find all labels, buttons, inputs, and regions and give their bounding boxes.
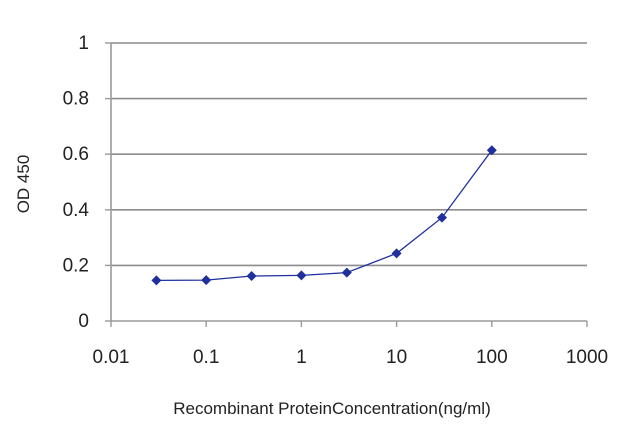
x-tick-label-2: 1	[296, 347, 307, 368]
y-tick-label-3: 0.6	[63, 144, 89, 165]
y-tick-label-5: 1	[78, 33, 89, 54]
gridlines	[111, 42, 587, 267]
series-layer	[151, 145, 497, 286]
data-point-7	[486, 145, 497, 156]
y-tick-label-4: 0.8	[63, 89, 89, 110]
y-tick-label-1: 0.2	[63, 255, 89, 276]
y-tick-label-2: 0.4	[63, 200, 90, 221]
data-point-4	[341, 267, 352, 278]
data-point-0	[151, 275, 162, 286]
data-point-5	[391, 248, 402, 259]
y-tick-label-0: 0	[78, 311, 89, 332]
x-tick-label-4: 100	[476, 347, 508, 368]
x-tick-label-1: 0.1	[193, 347, 219, 368]
data-point-2	[246, 271, 257, 281]
x-tick-label-0: 0.01	[93, 347, 130, 368]
data-point-3	[296, 270, 307, 281]
axes	[105, 42, 588, 327]
data-point-6	[437, 212, 447, 223]
tick-labels: 0 0.2 0.4 0.6 0.8 1 0.01 0.1 1 10 100 1000	[63, 33, 609, 368]
data-point-1	[201, 275, 212, 286]
x-tick-label-5: 1000	[566, 347, 608, 368]
x-tick-label-3: 10	[386, 347, 407, 368]
x-axis-title: Recombinant ProteinConcentration(ng/ml)	[173, 399, 491, 418]
y-axis-title: OD 450	[14, 155, 33, 214]
series-line-0	[156, 149, 493, 282]
